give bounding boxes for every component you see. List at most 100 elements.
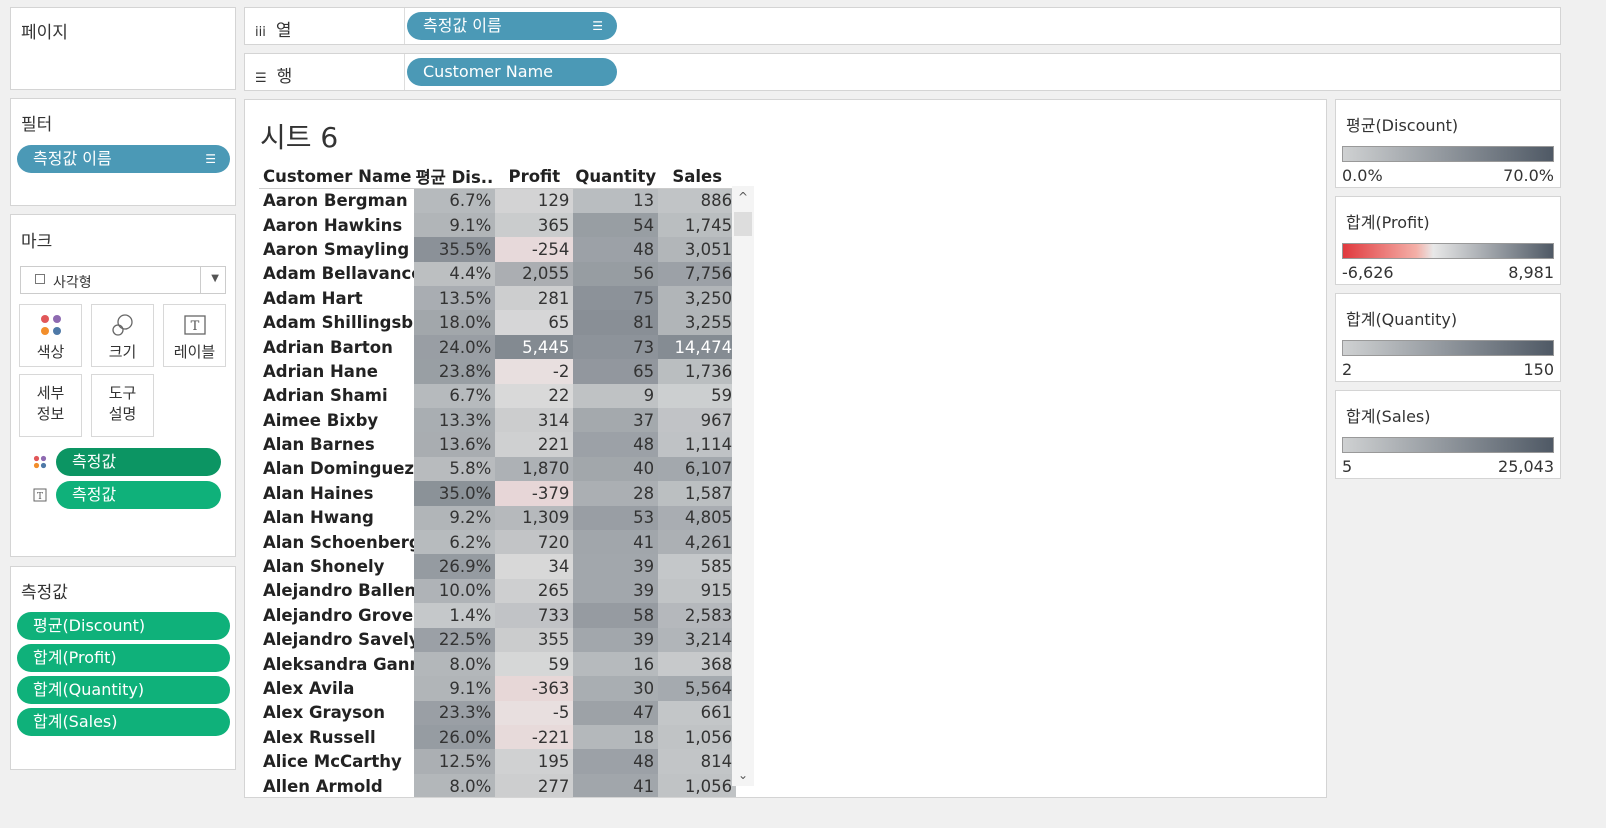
measure-pill-label: 평균(Discount) — [33, 616, 146, 635]
discount-cell: 10.0% — [413, 578, 496, 604]
sales-cell: 59 — [658, 383, 737, 409]
customer-name-cell[interactable]: Adam Hart — [259, 286, 414, 311]
customer-name-cell[interactable]: Alan Haines — [259, 481, 414, 506]
legend-min-label: 0.0% — [1342, 166, 1383, 185]
table-row[interactable]: Alejandro Savely 22.5% 355 39 3,214 — [259, 627, 737, 652]
table-row[interactable]: Aaron Bergman 6.7% 129 13 886 — [259, 188, 737, 213]
legend-discount[interactable]: 평균(Discount) 0.0% 70.0% — [1335, 99, 1561, 188]
customer-name-cell[interactable]: Alejandro Grove — [259, 603, 414, 628]
table-row[interactable]: Alan Barnes 13.6% 221 48 1,114 — [259, 432, 737, 457]
legend-sales[interactable]: 합계(Sales) 5 25,043 — [1335, 390, 1561, 479]
customer-name-cell[interactable]: Adrian Barton — [259, 334, 414, 360]
table-row[interactable]: Aaron Hawkins 9.1% 365 54 1,745 — [259, 212, 737, 238]
customer-name-cell[interactable]: Alan Shonely — [259, 554, 414, 579]
legend-profit[interactable]: 합계(Profit) -6,626 8,981 — [1335, 196, 1561, 285]
customer-name-cell[interactable]: Alan Barnes — [259, 432, 414, 457]
profit-cell: 355 — [495, 627, 574, 652]
customer-name-cell[interactable]: Alex Russell — [259, 725, 414, 750]
pages-panel: 페이지 — [10, 7, 236, 90]
table-row[interactable]: Alex Grayson 23.3% -5 47 661 — [259, 700, 737, 726]
customer-name-cell[interactable]: Aaron Hawkins — [259, 212, 414, 238]
size-button[interactable]: 크기 — [91, 304, 154, 367]
customer-name-cell[interactable]: Alex Avila — [259, 676, 414, 701]
table-row[interactable]: Alex Russell 26.0% -221 18 1,056 — [259, 725, 737, 750]
marks-title: 마크 — [21, 232, 53, 252]
table-row[interactable]: Alan Dominguez 5.8% 1,870 40 6,107 — [259, 456, 737, 482]
table-row[interactable]: Alan Haines 35.0% -379 28 1,587 — [259, 481, 737, 506]
measures-panel: 측정값 평균(Discount) 합계(Profit) 합계(Quantity)… — [10, 566, 236, 770]
rows-icon: ☰ — [255, 71, 267, 86]
discount-cell: 9.1% — [413, 676, 496, 701]
quantity-cell: 28 — [573, 481, 659, 506]
text-icon: T — [183, 315, 206, 335]
tooltip-button[interactable]: 도구 설명 — [91, 374, 154, 437]
table-row[interactable]: Alejandro Ballen.. 10.0% 265 39 915 — [259, 578, 737, 604]
customer-name-cell[interactable]: Alan Dominguez — [259, 456, 414, 482]
columns-shelf-label: iii 열 — [255, 16, 291, 41]
table-row[interactable]: Adrian Hane 23.8% -2 65 1,736 — [259, 359, 737, 384]
label-measure-pill[interactable]: 측정값 — [56, 481, 221, 509]
sales-cell: 1,736 — [658, 359, 737, 384]
table-row[interactable]: Alan Shonely 26.9% 34 39 585 — [259, 554, 737, 579]
header-profit[interactable]: Profit — [495, 164, 574, 189]
table-row[interactable]: Adam Shillingsb.. 18.0% 65 81 3,255 — [259, 310, 737, 335]
header-customer-name[interactable]: Customer Name — [259, 164, 414, 189]
table-row[interactable]: Alan Hwang 9.2% 1,309 53 4,805 — [259, 505, 737, 530]
legend-quantity[interactable]: 합계(Quantity) 2 150 — [1335, 293, 1561, 382]
mark-type-dropdown[interactable]: 사각형 ▼ — [20, 266, 226, 294]
table-row[interactable]: Alex Avila 9.1% -363 30 5,564 — [259, 676, 737, 701]
header-sales[interactable]: Sales — [658, 164, 737, 189]
quantity-cell: 81 — [573, 310, 659, 335]
customer-name-cell[interactable]: Adam Bellavance — [259, 261, 414, 287]
sales-cell: 6,107 — [658, 456, 737, 482]
table-row[interactable]: Aimee Bixby 13.3% 314 37 967 — [259, 408, 737, 433]
header-quantity[interactable]: Quantity — [573, 164, 659, 189]
customer-name-cell[interactable]: Allen Armold — [259, 773, 414, 797]
label-button[interactable]: T 레이블 — [163, 304, 226, 367]
table-row[interactable]: Alejandro Grove 1.4% 733 58 2,583 — [259, 603, 737, 628]
customer-name-cell[interactable]: Adrian Shami — [259, 383, 414, 409]
customer-name-cell[interactable]: Adam Shillingsb.. — [259, 310, 414, 335]
header-discount[interactable]: 평균 Dis.. — [413, 164, 496, 189]
customer-name-cell[interactable]: Alejandro Ballen.. — [259, 578, 414, 604]
customer-name-cell[interactable]: Aleksandra Gann.. — [259, 651, 414, 677]
legend-max-label: 25,043 — [1498, 457, 1554, 476]
table-row[interactable]: Adrian Shami 6.7% 22 9 59 — [259, 383, 737, 409]
color-button-label: 색상 — [36, 343, 65, 361]
measure-pill-discount[interactable]: 평균(Discount) — [17, 612, 230, 640]
customer-name-cell[interactable]: Alejandro Savely — [259, 627, 414, 652]
customer-name-cell[interactable]: Aaron Bergman — [259, 188, 414, 213]
table-row[interactable]: Aaron Smayling 35.5% -254 48 3,051 — [259, 237, 737, 262]
color-measure-pill[interactable]: 측정값 — [56, 448, 221, 476]
rows-pill[interactable]: Customer Name — [407, 58, 617, 86]
table-row[interactable]: Adrian Barton 24.0% 5,445 73 14,474 — [259, 334, 737, 360]
scroll-down-icon[interactable]: ⌄ — [737, 768, 749, 782]
customer-name-cell[interactable]: Alan Hwang — [259, 505, 414, 530]
rows-pill-label: Customer Name — [423, 62, 554, 81]
discount-cell: 26.0% — [413, 725, 496, 750]
table-row[interactable]: Allen Armold 8.0% 277 41 1,056 — [259, 773, 737, 797]
crosstab: Customer Name 평균 Dis.. Profit Quantity S… — [259, 164, 737, 797]
customer-name-cell[interactable]: Aimee Bixby — [259, 408, 414, 433]
profit-cell: -254 — [495, 237, 574, 262]
filter-pill[interactable]: 측정값 이름 ☰ — [17, 145, 230, 173]
columns-pill[interactable]: 측정값 이름 ☰ — [407, 12, 617, 40]
color-button[interactable]: 색상 — [19, 304, 82, 367]
customer-name-cell[interactable]: Alice McCarthy — [259, 749, 414, 774]
customer-name-cell[interactable]: Adrian Hane — [259, 359, 414, 384]
measure-pill-profit[interactable]: 합계(Profit) — [17, 644, 230, 672]
customer-name-cell[interactable]: Alan Schoenberg.. — [259, 529, 414, 555]
table-row[interactable]: Adam Bellavance 4.4% 2,055 56 7,756 — [259, 261, 737, 287]
customer-name-cell[interactable]: Aaron Smayling — [259, 237, 414, 262]
detail-button[interactable]: 세부 정보 — [19, 374, 82, 437]
table-row[interactable]: Adam Hart 13.5% 281 75 3,250 — [259, 286, 737, 311]
measure-pill-sales[interactable]: 합계(Sales) — [17, 708, 230, 736]
vertical-scrollbar[interactable]: ^ ⌄ — [732, 186, 754, 786]
scroll-up-icon[interactable]: ^ — [737, 190, 749, 204]
scroll-thumb[interactable] — [734, 212, 752, 236]
table-row[interactable]: Alice McCarthy 12.5% 195 48 814 — [259, 749, 737, 774]
measure-pill-quantity[interactable]: 합계(Quantity) — [17, 676, 230, 704]
customer-name-cell[interactable]: Alex Grayson — [259, 700, 414, 726]
